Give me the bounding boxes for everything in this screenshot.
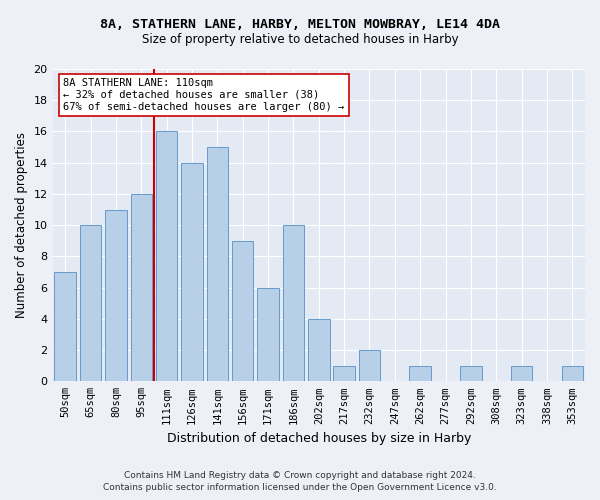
Bar: [131, 194, 152, 382]
Bar: [55, 272, 76, 382]
Bar: [206, 147, 228, 382]
Text: Contains HM Land Registry data © Crown copyright and database right 2024.
Contai: Contains HM Land Registry data © Crown c…: [103, 471, 497, 492]
Text: Size of property relative to detached houses in Harby: Size of property relative to detached ho…: [142, 32, 458, 46]
Text: 8A STATHERN LANE: 110sqm
← 32% of detached houses are smaller (38)
67% of semi-d: 8A STATHERN LANE: 110sqm ← 32% of detach…: [63, 78, 344, 112]
Bar: [283, 225, 304, 382]
Bar: [80, 225, 101, 382]
Bar: [359, 350, 380, 382]
Bar: [181, 162, 203, 382]
Bar: [562, 366, 583, 382]
Bar: [105, 210, 127, 382]
Bar: [257, 288, 279, 382]
Bar: [511, 366, 532, 382]
Y-axis label: Number of detached properties: Number of detached properties: [15, 132, 28, 318]
Bar: [460, 366, 482, 382]
Bar: [308, 319, 329, 382]
Bar: [409, 366, 431, 382]
Bar: [334, 366, 355, 382]
Bar: [232, 241, 253, 382]
Text: 8A, STATHERN LANE, HARBY, MELTON MOWBRAY, LE14 4DA: 8A, STATHERN LANE, HARBY, MELTON MOWBRAY…: [100, 18, 500, 30]
X-axis label: Distribution of detached houses by size in Harby: Distribution of detached houses by size …: [167, 432, 471, 445]
Bar: [156, 132, 178, 382]
